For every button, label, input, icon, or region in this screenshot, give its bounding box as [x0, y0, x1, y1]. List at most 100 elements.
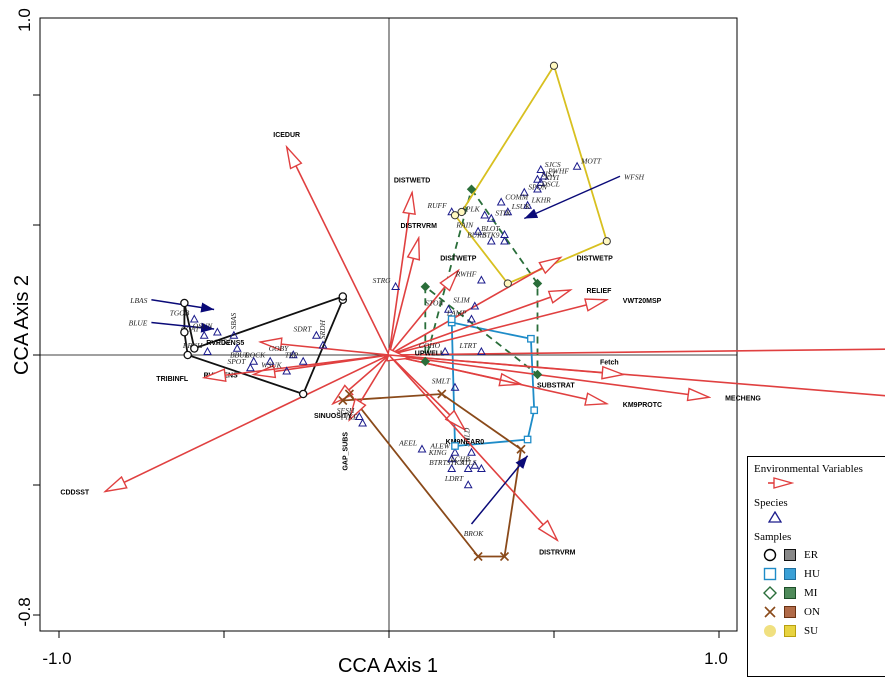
legend-group-su: SU: [754, 621, 885, 640]
species-label-dscl: DSCL: [541, 179, 560, 188]
species-label-bbul: BBUL: [230, 351, 249, 360]
species-point-carp: [232, 343, 242, 352]
species-point-mott: [572, 161, 582, 170]
env-label-distwetp: DISTWETP: [440, 256, 476, 263]
species-label-stik: STIK: [495, 209, 511, 218]
species-label-strg: STRG: [373, 276, 392, 285]
x-tick-label-min: -1.0: [42, 649, 71, 668]
su-swatch: [784, 624, 796, 637]
sample-hu-3: [523, 435, 532, 444]
species-point-atls: [476, 463, 486, 473]
env-arrow-relief: [388, 290, 571, 356]
species-point-smlt: [450, 382, 460, 391]
mi-swatch: [784, 586, 796, 599]
species-point-osun: [212, 327, 222, 336]
species-point-splk: [480, 210, 490, 219]
axes: [33, 18, 737, 638]
species-point-pike: [358, 418, 368, 427]
species-label-smlt: SMLT: [432, 377, 451, 386]
species-label-stk3: STK3: [447, 458, 464, 467]
legend-group-hu: HU: [754, 564, 885, 583]
species-point-stik: [486, 213, 496, 222]
species-label-tgob: TGOB: [170, 308, 190, 317]
species-label-kiyi: KIYI: [544, 173, 560, 182]
env-label-distrvrm: DISTRVRM: [400, 223, 437, 230]
filled-circle-icon: [762, 624, 778, 638]
species-point-ccat: [199, 330, 209, 339]
species-point-sbas: [229, 330, 239, 339]
sample-on-5: [344, 389, 354, 399]
environmental-arrows: ICEDUR DISTWETD DISTRVRM DISTWETP DISTWETP RE…: [60, 132, 885, 556]
species-point-lsuk: [503, 207, 513, 216]
hull-on: [340, 392, 522, 558]
cross-icon: [762, 605, 778, 619]
env-arrow-tribinfl: [204, 354, 390, 378]
legend-group-mi: MI: [754, 583, 885, 602]
species-label-coho: COHO: [419, 341, 441, 350]
species-point-btrt: [447, 463, 457, 473]
species-point-lchb: [470, 460, 480, 469]
sample-on-3: [499, 551, 510, 562]
species-point-kiyi: [536, 177, 546, 187]
sample-hu-2: [530, 406, 539, 415]
species-label-wsuk: WSUK: [261, 360, 282, 369]
species-label-pwhf: PWHF: [547, 166, 569, 175]
species-label-ston: STON: [425, 299, 444, 308]
species-point-spot: [245, 363, 255, 372]
legend: Environmental Variables Species Samples …: [747, 456, 885, 677]
species-label-srdh: SRDH: [318, 320, 327, 340]
legend-samples-title: Samples: [754, 531, 792, 543]
legend-group-label: ON: [804, 605, 820, 618]
x-tick-label-max: 1.0: [704, 649, 728, 668]
on-swatch: [784, 605, 796, 618]
species-label-slim: SLIM: [453, 295, 470, 304]
sample-mi-2: [532, 369, 543, 380]
species-label-stk9: STK9: [483, 230, 500, 239]
species-point-rwhf: [476, 275, 486, 284]
species-point-stk3: [463, 463, 473, 473]
species-point-srdh: [318, 340, 328, 349]
env-arrow-fetch: [388, 354, 623, 375]
species-label-blot: BLOT: [481, 224, 500, 233]
sample-su-2: [503, 279, 512, 288]
env-arrow-cddsst: [105, 354, 390, 492]
species-label-comm: COMM: [505, 192, 529, 201]
env-label-distrvrm: DISTRVRM: [539, 549, 576, 556]
species-label-sdrt: SDRT: [293, 325, 312, 334]
env-label-rvrdens5: RVRDENS5: [206, 340, 244, 347]
species-label-burb: BURB: [467, 230, 487, 239]
species-point-comm: [496, 197, 506, 206]
species-label-shld: SHLD: [463, 427, 472, 446]
species-label-spon: SPON: [528, 183, 548, 192]
species-label-lsuk: LSUK: [511, 202, 531, 211]
legend-env-title: Environmental Variables: [754, 463, 863, 475]
sample-er-1: [180, 327, 189, 337]
env-arrow-sinuosity: [333, 354, 390, 404]
species-point-stk9: [500, 236, 509, 245]
species-label-rain: RAIN: [455, 221, 474, 230]
sup-label-brok: BROK: [464, 529, 485, 538]
species-label-mott: MOTT: [580, 157, 602, 166]
env-label-km9protc: KM9PROTC: [623, 402, 662, 409]
species-point-bbul: [249, 356, 259, 365]
species-point-king: [447, 454, 457, 463]
diamond-icon: [762, 585, 778, 600]
legend-env-arrow-icon: [754, 477, 885, 495]
species-point-spon: [519, 187, 529, 196]
species-point-shld: [467, 447, 476, 456]
sample-mi-0: [466, 184, 477, 194]
sample-mi-4: [420, 356, 431, 367]
sup-arrow-blue: [151, 321, 215, 333]
species-label-sjcs: SJCS: [545, 160, 561, 169]
env-arrow-gap-subs: [349, 354, 390, 420]
sample-on-1: [437, 389, 447, 399]
env-label-icedur: ICEDUR: [273, 132, 300, 139]
species-label-king: KING: [428, 448, 448, 457]
er-swatch: [784, 548, 796, 561]
sup-label-wfsh: WFSH: [624, 172, 645, 181]
species-point-goby: [288, 350, 298, 359]
y-tick-label-min: -0.8: [15, 597, 34, 626]
species-point-sdrt: [311, 330, 321, 339]
env-arrow-mecheng: [388, 354, 709, 397]
